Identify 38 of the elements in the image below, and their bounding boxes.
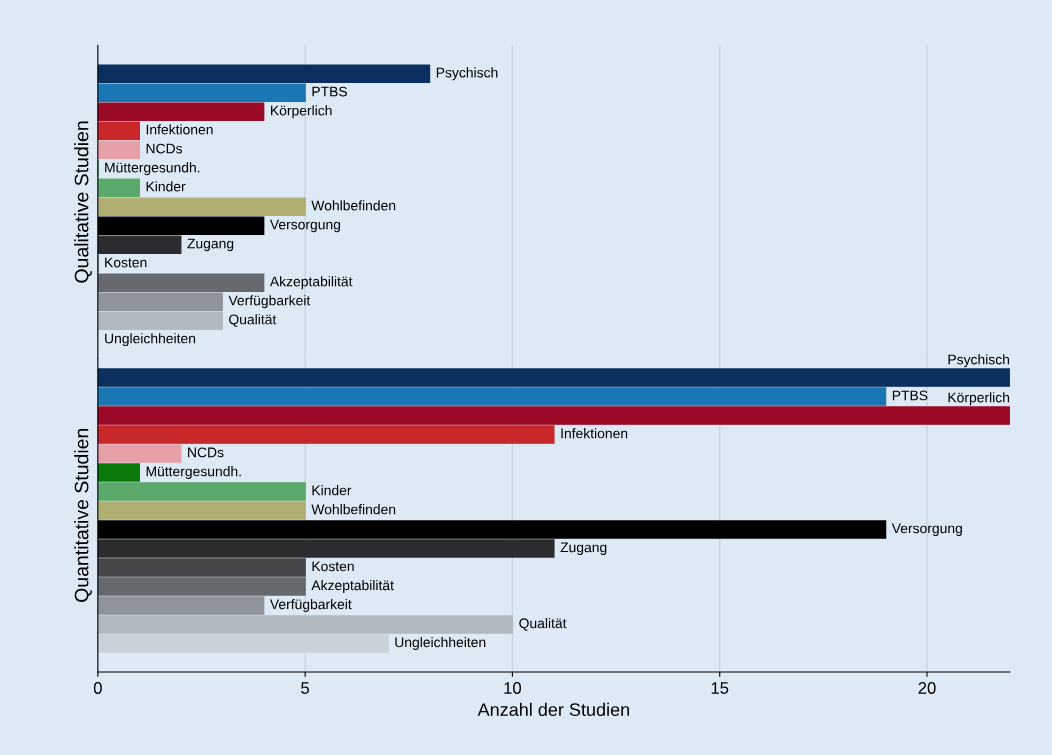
x-tick-label: 10 — [504, 682, 522, 694]
category-label: Zugang — [560, 542, 607, 555]
category-label: NCDs — [146, 143, 183, 154]
category-label: Qualität — [229, 314, 277, 327]
x-axis-title: Anzahl der Studien — [477, 702, 629, 717]
y-axis-title: Quantitative Studien — [74, 428, 92, 602]
category-label: Kinder — [312, 485, 352, 496]
x-tick-label: 5 — [301, 682, 310, 694]
category-label: Versorgung — [269, 219, 341, 233]
category-label: Müttergesundh. — [146, 466, 241, 480]
category-label: PTBS — [892, 390, 928, 401]
x-tick-label: 0 — [93, 682, 102, 694]
category-label: Psychisch — [436, 67, 498, 81]
category-label: NCDs — [188, 447, 224, 458]
category-label: Versorgung — [891, 523, 962, 536]
category-label: Ungleichheiten — [395, 636, 486, 650]
x-tick-label: 15 — [711, 682, 729, 694]
y-axis-title: Qualitative Studien — [74, 121, 92, 283]
category-label: Infektionen — [146, 124, 213, 135]
category-label: Verfügbarkeit — [269, 599, 352, 612]
category-label: Akzeptabilität — [311, 580, 394, 593]
category-label: Körperlich — [271, 105, 332, 119]
category-label: Kinder — [146, 181, 186, 192]
category-label: Zugang — [187, 238, 234, 252]
category-label: Ungleichheiten — [105, 333, 196, 347]
category-label: Infektionen — [561, 428, 628, 439]
category-label: Akzeptabilität — [269, 276, 353, 290]
category-label: Wohlbefinden — [311, 504, 396, 515]
category-label: Kosten — [105, 257, 147, 268]
category-label: Wohlbefinden — [311, 200, 396, 211]
category-label: Kosten — [312, 561, 354, 572]
category-label: Qualität — [519, 618, 567, 631]
category-label: Müttergesundh. — [105, 162, 200, 176]
category-label: Psychisch — [948, 354, 1010, 368]
category-label: Körperlich — [948, 392, 1010, 406]
x-tick-label: 20 — [918, 682, 936, 694]
category-label: Verfügbarkeit — [228, 295, 311, 309]
category-label: PTBS — [312, 86, 347, 97]
